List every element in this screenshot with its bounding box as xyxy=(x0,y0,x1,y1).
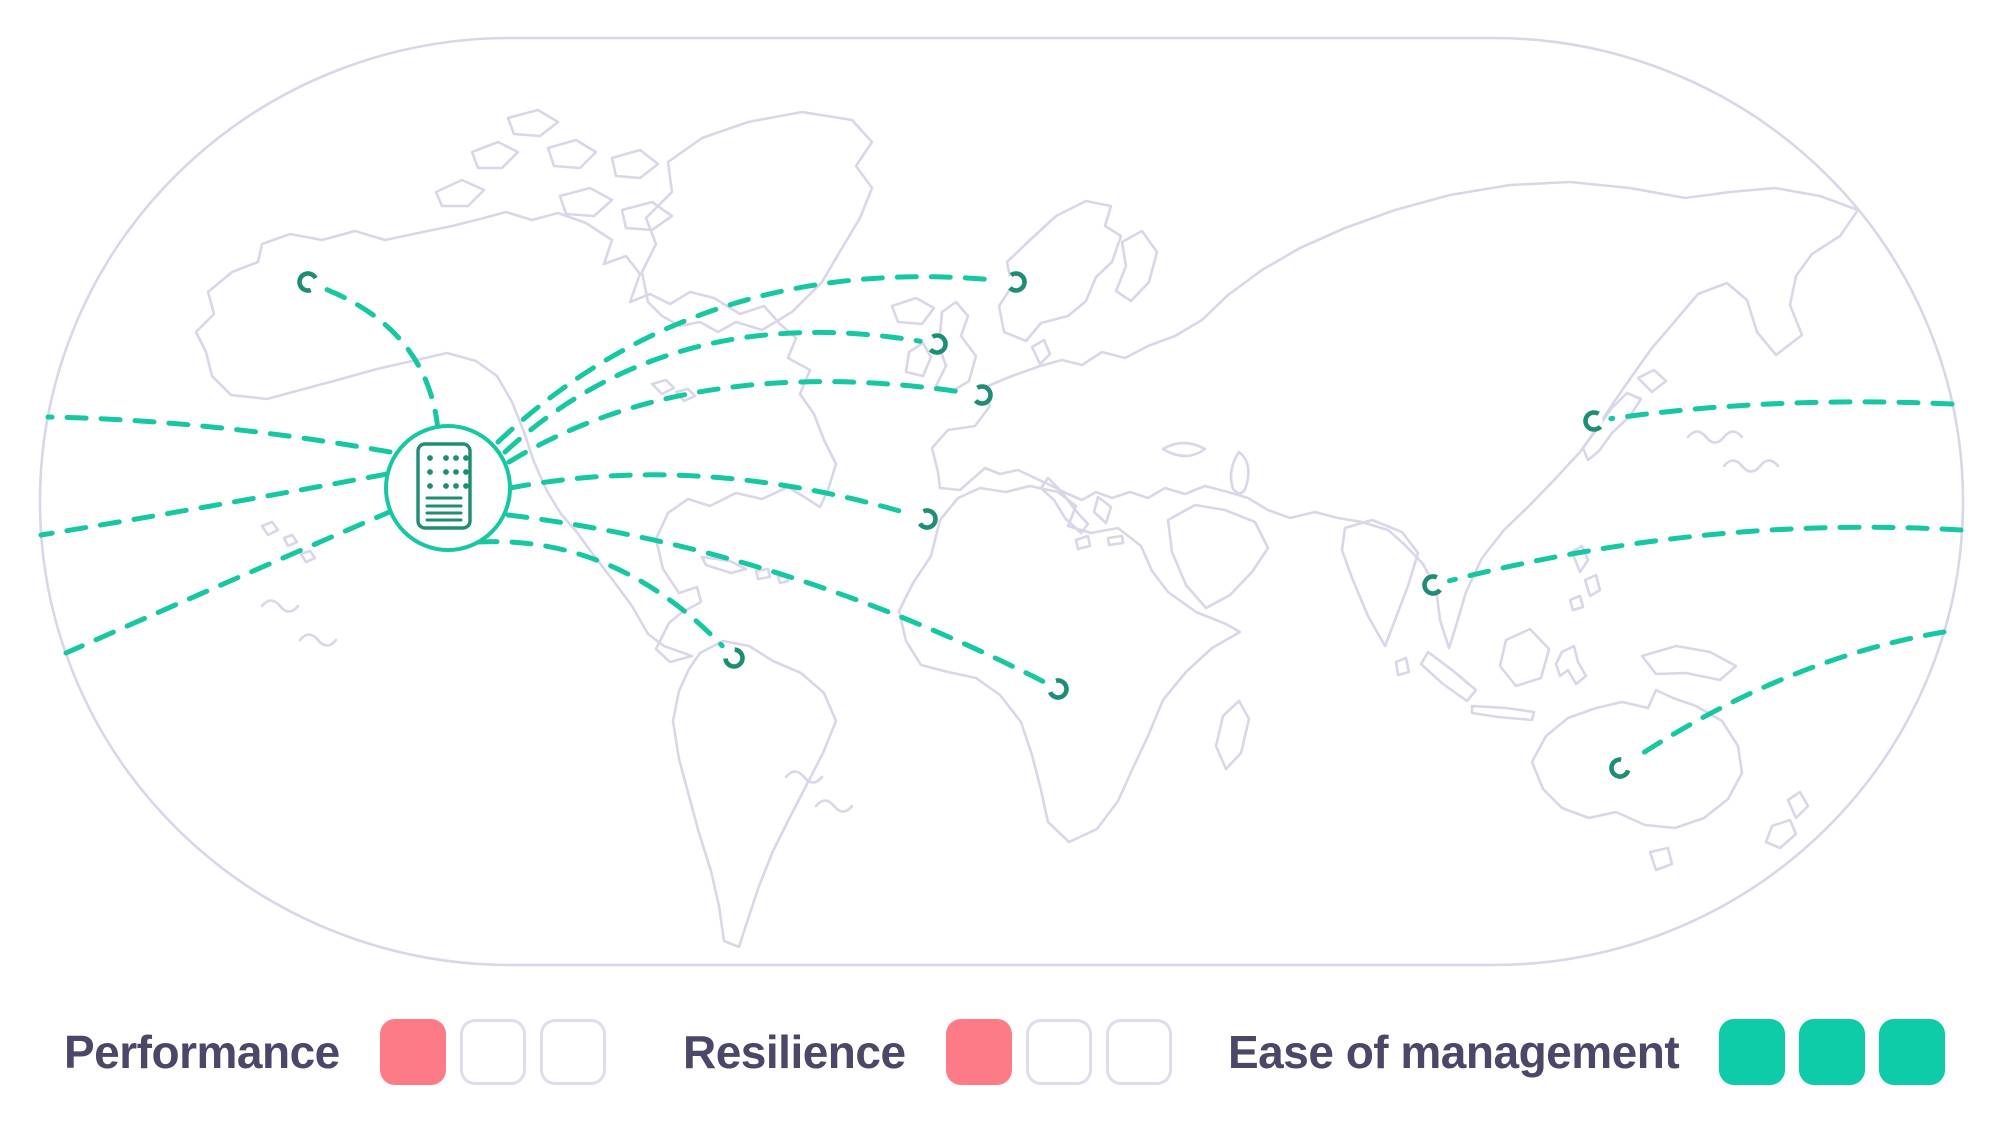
server-hub-node xyxy=(384,424,512,552)
island-iceland xyxy=(890,296,936,326)
connection-line-japan xyxy=(1608,399,1955,422)
rating-boxes-resilience xyxy=(945,1019,1172,1085)
rating-box-performance-1 xyxy=(379,1019,446,1085)
indonesia xyxy=(1419,627,1738,722)
rating-box-resilience-3 xyxy=(1105,1019,1172,1085)
endpoint-marker-singapore xyxy=(1422,574,1444,596)
new-zealand xyxy=(1764,790,1810,850)
endpoint-marker-france xyxy=(971,384,993,406)
greece xyxy=(1092,495,1125,547)
ocean-wave-marks xyxy=(260,430,1780,813)
rating-box-performance-3 xyxy=(539,1019,606,1085)
legend-label-performance: Performance xyxy=(64,1026,340,1078)
rating-box-performance-2 xyxy=(459,1019,526,1085)
server-icon xyxy=(416,442,472,530)
endpoint-marker-alaska xyxy=(297,271,319,293)
legend-item-resilience: Resilience xyxy=(683,1012,1172,1092)
connection-line-france xyxy=(506,379,968,465)
connection-line-west-exit-middle xyxy=(38,471,390,538)
connections-layer xyxy=(38,271,1964,779)
rating-boxes-ease-of-management xyxy=(1719,1019,1946,1085)
ratings-legend: Performance Resilience Ease of managemen… xyxy=(0,1012,2000,1092)
madagascar xyxy=(1214,699,1251,771)
rating-box-resilience-2 xyxy=(1025,1019,1092,1085)
connection-line-australia xyxy=(1631,629,1947,762)
connection-line-north-africa xyxy=(507,472,914,517)
rating-boxes-performance xyxy=(379,1019,606,1085)
rating-box-ease-of-management-3 xyxy=(1879,1019,1946,1085)
endpoint-marker-australia xyxy=(1609,757,1631,779)
connection-line-southern-africa xyxy=(505,512,1046,684)
continent-north-america xyxy=(194,210,838,664)
island-britain xyxy=(934,300,978,394)
continent-australia xyxy=(1530,688,1744,872)
connection-line-brazil xyxy=(475,539,725,649)
endpoint-marker-uk xyxy=(926,333,948,355)
endpoint-marker-norway xyxy=(1005,271,1027,293)
connection-line-west-exit-upper xyxy=(45,414,393,455)
endpoint-marker-north-africa xyxy=(916,508,938,530)
philippines xyxy=(1568,544,1602,612)
connection-line-west-exit-lower xyxy=(63,507,397,656)
great-lakes xyxy=(650,378,697,403)
continent-africa xyxy=(897,484,1242,844)
continent-eurasia xyxy=(930,180,1860,650)
endpoint-marker-brazil xyxy=(723,647,745,669)
rating-box-ease-of-management-1 xyxy=(1719,1019,1786,1085)
continent-south-america xyxy=(671,639,838,949)
rating-box-ease-of-management-2 xyxy=(1799,1019,1866,1085)
endpoint-marker-japan xyxy=(1583,410,1605,432)
caspian-sea xyxy=(1229,450,1250,495)
legend-label-resilience: Resilience xyxy=(683,1026,906,1078)
scandinavia xyxy=(997,199,1159,366)
continents xyxy=(194,108,1860,949)
japan xyxy=(1581,368,1668,462)
connection-line-singapore xyxy=(1446,524,1964,584)
canadian-archipelago xyxy=(434,108,674,232)
hawaii-islands xyxy=(260,520,317,564)
legend-item-performance: Performance xyxy=(64,1012,606,1092)
continent-greenland xyxy=(640,110,874,334)
connection-line-uk xyxy=(502,329,923,455)
endpoint-marker-southern-africa xyxy=(1047,678,1069,700)
black-sea xyxy=(1161,441,1207,458)
legend-label-ease-of-management: Ease of management xyxy=(1228,1026,1680,1078)
island-ireland xyxy=(904,341,933,378)
map-border xyxy=(38,36,1965,967)
arabia xyxy=(1166,503,1270,610)
legend-item-ease-of-management: Ease of management xyxy=(1228,1012,1946,1092)
rating-box-resilience-1 xyxy=(945,1019,1012,1085)
connection-line-norway xyxy=(495,274,1002,445)
india xyxy=(1340,518,1420,677)
